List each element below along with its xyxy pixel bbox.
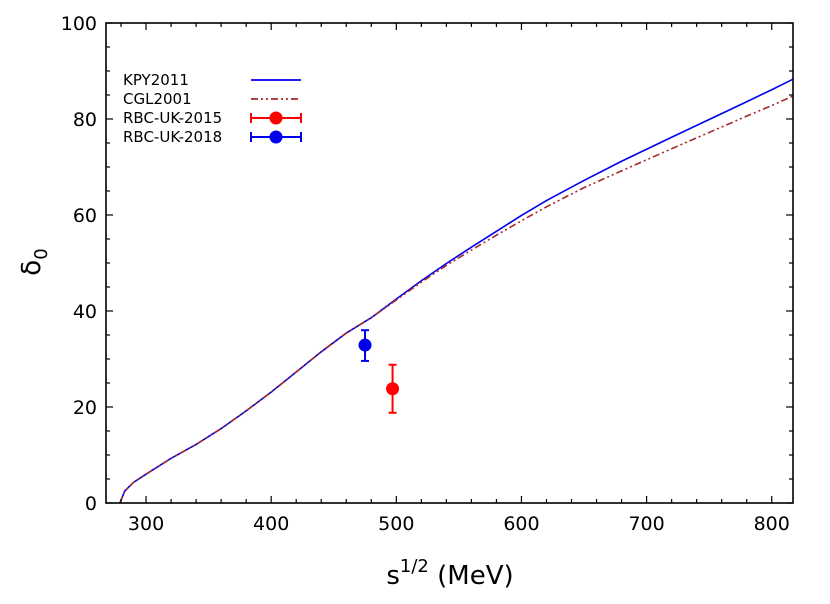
legend-label: KPY2011: [123, 71, 189, 89]
x-tick-label: 500: [378, 513, 414, 535]
y-tick-label: 80: [73, 109, 97, 131]
legend-marker: [269, 111, 283, 125]
x-tick-label: 300: [128, 513, 164, 535]
x-tick-label: 600: [503, 513, 539, 535]
legend-entry-rbc-uk-2018: RBC-UK-2018: [123, 128, 302, 146]
y-axis-title: δ0: [17, 248, 52, 275]
legend-entry-cgl2001: CGL2001: [123, 90, 301, 108]
x-tick-label: 800: [754, 513, 790, 535]
legend-entry-kpy2011: KPY2011: [123, 71, 301, 89]
legend-marker: [269, 130, 283, 144]
y-tick-label: 100: [61, 13, 97, 35]
series-line-cgl2001: [119, 95, 793, 503]
x-axis-title: s1/2 (MeV): [386, 556, 513, 591]
data-point-rbc-uk-2015: [386, 363, 400, 414]
y-tick-label: 40: [73, 301, 97, 323]
data-point-rbc-uk-2018: [358, 329, 372, 362]
y-tick-label: 20: [73, 397, 97, 419]
y-tick-label: 0: [85, 493, 97, 515]
legend-label: CGL2001: [123, 90, 192, 108]
x-tick-label: 700: [628, 513, 664, 535]
y-tick-label: 60: [73, 205, 97, 227]
legend-entry-rbc-uk-2015: RBC-UK-2015: [123, 109, 302, 127]
legend-label: RBC-UK-2018: [123, 128, 222, 146]
x-tick-label: 400: [253, 513, 289, 535]
legend-label: RBC-UK-2015: [123, 109, 222, 127]
